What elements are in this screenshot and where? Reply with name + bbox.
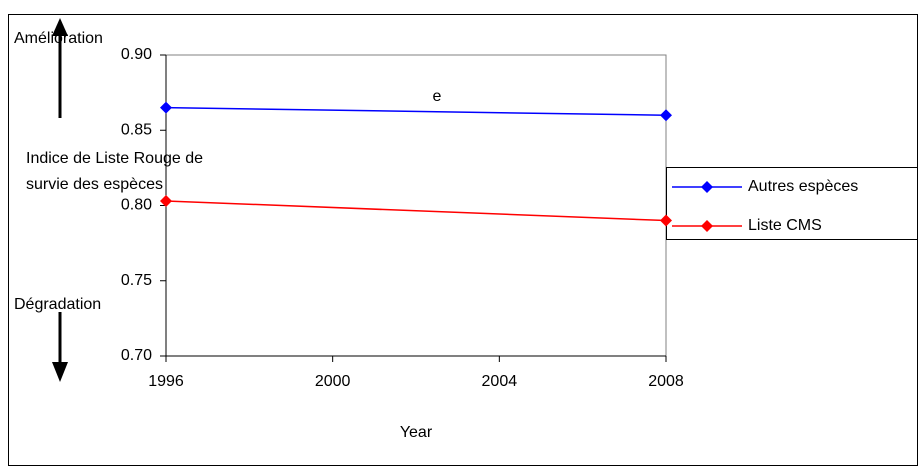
y-axis-label: Indice de Liste Rouge de (26, 150, 203, 167)
x-tick-label: 1996 (148, 373, 184, 390)
series-line (165, 106, 667, 116)
x-tick-label: 2000 (315, 373, 351, 390)
legend-label: Autres espèces (748, 178, 858, 195)
series-line (165, 200, 667, 222)
y-tick-label: 0.90 (121, 46, 152, 63)
arrows (52, 18, 68, 382)
legend-marker (701, 181, 713, 193)
y-tick-label: 0.85 (121, 121, 152, 138)
x-tick-label: 2008 (648, 373, 684, 390)
data-point (160, 194, 172, 207)
up-arrow-head (52, 18, 68, 36)
annotation-note: e (433, 88, 442, 105)
legend-marker (701, 220, 713, 232)
y-tick-label: 0.80 (121, 197, 152, 214)
down-arrow-head (52, 362, 68, 382)
plot-area (165, 54, 667, 357)
data-point (660, 109, 672, 122)
data-point (160, 101, 172, 114)
annotation-top: Amélioration (14, 30, 103, 47)
annotation-bottom: Dégradation (14, 296, 101, 313)
x-tick-label: 2004 (482, 373, 518, 390)
x-axis-label: Year (400, 424, 433, 441)
legend-label: Liste CMS (748, 217, 822, 234)
y-axis-label: survie des espèces (26, 176, 163, 193)
y-tick-label: 0.75 (121, 272, 152, 289)
y-tick-label: 0.70 (121, 347, 152, 364)
data-point (660, 214, 672, 227)
